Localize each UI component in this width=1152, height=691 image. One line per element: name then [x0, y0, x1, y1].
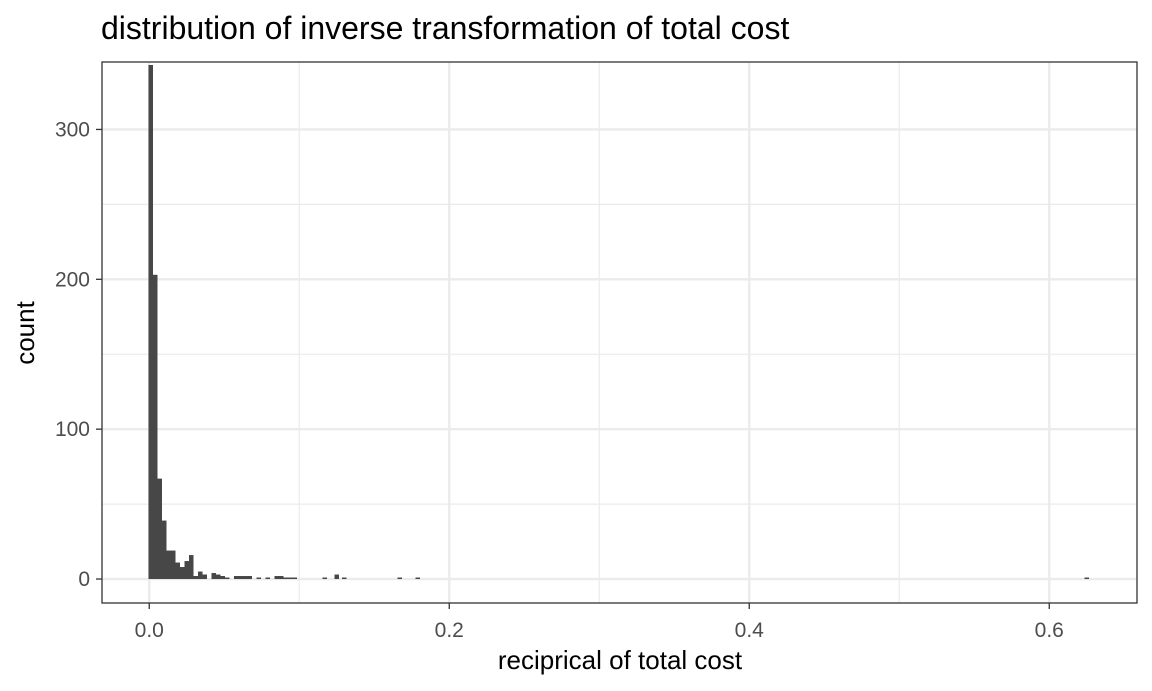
y-tick-label: 300 — [55, 118, 90, 141]
histogram-bar — [153, 274, 158, 580]
y-axis-title: count — [10, 300, 40, 364]
histogram-bar — [171, 550, 176, 580]
histogram-bar — [238, 576, 243, 580]
histogram-bar — [288, 577, 293, 580]
histogram-bar — [162, 520, 167, 580]
histogram-bar — [322, 577, 327, 580]
histogram-bar — [274, 576, 279, 580]
histogram-bar — [247, 576, 252, 580]
plot-panel — [101, 61, 1138, 604]
x-tick-label: 0.6 — [1035, 619, 1064, 642]
histogram-bar — [415, 577, 420, 580]
histogram-bar — [166, 550, 171, 580]
histogram-bar — [202, 574, 207, 580]
chart-title: distribution of inverse transformation o… — [101, 10, 789, 46]
histogram-bar — [220, 576, 225, 580]
histogram-bar — [211, 573, 216, 580]
x-tick-label: 0.0 — [135, 619, 164, 642]
histogram-bar — [256, 577, 261, 580]
histogram-bar — [198, 571, 203, 580]
y-axis: 0 100 200 300 — [55, 118, 102, 591]
histogram-bar — [397, 577, 402, 580]
histogram-bar — [157, 478, 162, 580]
panel-border — [101, 61, 1138, 604]
x-axis-title: reciprical of total cost — [498, 645, 743, 675]
y-tick-label: 200 — [55, 268, 90, 291]
histogram-bar — [193, 576, 198, 580]
histogram-bar — [175, 562, 180, 580]
histogram-bar — [225, 577, 230, 580]
bars — [148, 64, 1089, 580]
histogram-bar — [1084, 577, 1089, 580]
histogram-bar — [148, 64, 153, 580]
histogram-bar — [184, 561, 189, 580]
histogram-bar — [189, 555, 194, 580]
y-tick-label: 100 — [55, 418, 90, 441]
histogram-bar — [334, 574, 339, 580]
x-axis: 0.0 0.2 0.4 0.6 — [135, 603, 1064, 642]
histogram-bar — [234, 576, 239, 580]
histogram-bar — [279, 576, 284, 580]
histogram-bar — [342, 577, 347, 580]
x-tick-label: 0.2 — [435, 619, 464, 642]
histogram-bar — [180, 567, 185, 580]
histogram-bar — [292, 577, 297, 580]
x-tick-label: 0.4 — [735, 619, 765, 642]
panel-background — [102, 62, 1137, 603]
y-tick-label: 0 — [78, 568, 90, 591]
histogram-bar — [265, 577, 270, 580]
histogram-bar — [216, 574, 221, 580]
histogram-bar — [243, 576, 248, 580]
histogram-bar — [283, 577, 288, 580]
